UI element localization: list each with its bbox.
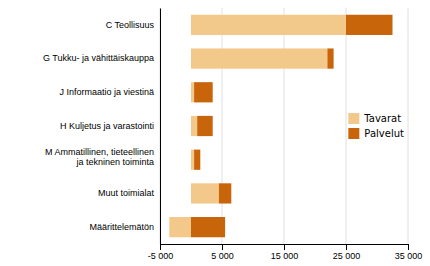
tick-label: 5 000 — [211, 251, 234, 261]
tick: 25 000 — [333, 244, 361, 261]
tick-label: M Ammatillinen, tieteellinenja tekninen … — [45, 147, 154, 167]
tick: J Informaatio ja viestinä — [59, 87, 160, 97]
tick-label: Määrittelemätön — [89, 222, 154, 232]
tick-label: J Informaatio ja viestinä — [59, 87, 154, 97]
grid — [160, 8, 408, 244]
tick: 15 000 — [271, 244, 299, 261]
tick-label-line: M Ammatillinen, tieteellinen — [45, 147, 154, 157]
bar — [169, 217, 191, 237]
bar — [191, 183, 219, 203]
tick-mark — [222, 244, 223, 250]
legend-item: Tavarat — [348, 113, 401, 124]
legend-swatch — [348, 128, 359, 139]
tick-label: 25 000 — [333, 251, 361, 261]
bar — [194, 150, 200, 170]
grid-line — [222, 8, 223, 244]
bar — [197, 116, 213, 136]
chart: -5 000 5 000 15 000 25 000 35 000 C Teollisuu… — [0, 0, 430, 266]
x-axis: -5 000 5 000 15 000 25 000 35 000 — [148, 244, 423, 261]
axis-line — [160, 9, 161, 245]
bar — [219, 183, 231, 203]
tick: -5 000 — [148, 244, 174, 261]
bar — [191, 82, 194, 102]
bar — [191, 116, 197, 136]
tick-label-line: ja tekninen toiminta — [75, 157, 154, 167]
tick-label: 35 000 — [395, 251, 423, 261]
bar — [191, 15, 346, 35]
tick: C Teollisuus — [106, 20, 160, 30]
bar — [191, 217, 225, 237]
tick-label: -5 000 — [148, 251, 174, 261]
tick: M Ammatillinen, tieteellinenja tekninen … — [45, 147, 160, 167]
legend-swatch — [348, 113, 359, 124]
bar-series — [191, 15, 393, 238]
tick: 5 000 — [211, 244, 234, 261]
tick-mark — [160, 244, 161, 250]
y-axis: C Teollisuus G Tukku- ja vähittäiskauppa J… — [43, 9, 161, 245]
tick-label: 15 000 — [271, 251, 299, 261]
bar — [327, 48, 333, 68]
tick: 35 000 — [395, 244, 423, 261]
bar — [191, 150, 194, 170]
grid-line — [284, 8, 285, 244]
grid-line — [346, 8, 347, 244]
grid-line — [160, 8, 161, 244]
axis-line — [161, 245, 409, 251]
plot: -5 000 5 000 15 000 25 000 35 000 C Teollisuu… — [43, 8, 422, 261]
bar-series — [169, 15, 346, 238]
legend-item: Palvelut — [348, 128, 404, 139]
bars — [169, 15, 392, 238]
legend-label: Palvelut — [364, 128, 404, 139]
tick-label: H Kuljetus ja varastointi — [60, 121, 154, 131]
tick: G Tukku- ja vähittäiskauppa — [43, 53, 160, 63]
bar — [191, 48, 327, 68]
tick-mark — [408, 244, 409, 250]
bar — [346, 15, 393, 35]
tick: Muut toimialat — [98, 188, 160, 198]
tick-label: G Tukku- ja vähittäiskauppa — [43, 53, 154, 63]
tick: H Kuljetus ja varastointi — [60, 121, 160, 131]
grid-line — [408, 8, 409, 244]
tick-mark — [284, 244, 285, 250]
tick: Määrittelemätön — [89, 222, 160, 232]
tick-label: C Teollisuus — [106, 20, 155, 30]
tick-label: Muut toimialat — [98, 188, 155, 198]
bar — [194, 82, 213, 102]
legend: Tavarat Palvelut — [348, 113, 404, 139]
tick-mark — [346, 244, 347, 250]
legend-label: Tavarat — [363, 113, 401, 124]
